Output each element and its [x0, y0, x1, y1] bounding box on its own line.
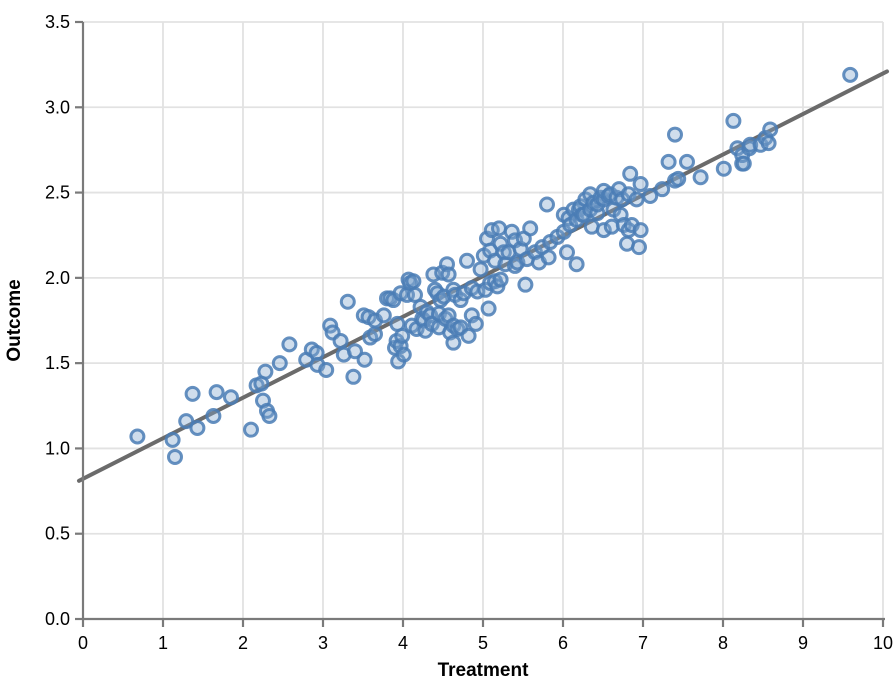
x-axis-label: Treatment [438, 660, 529, 681]
x-tick-label: 10 [873, 633, 893, 653]
y-tick-label: 0.0 [45, 609, 70, 629]
y-tick-label: 3.0 [45, 97, 70, 117]
x-tick-label: 4 [398, 633, 408, 653]
tick-labels: 0 1 2 3 4 5 6 7 8 9 10 0.0 0.5 1.0 1.5 2.0 2.5 3.0 3.5 [45, 12, 893, 653]
x-tick-label: 0 [78, 633, 88, 653]
x-tick-label: 6 [558, 633, 568, 653]
data-points [129, 66, 859, 465]
tick-marks [75, 20, 885, 627]
x-tick-label: 3 [318, 633, 328, 653]
y-tick-label: 3.5 [45, 12, 70, 32]
y-tick-label: 0.5 [45, 524, 70, 544]
y-tick-label: 1.5 [45, 353, 70, 373]
x-tick-label: 8 [718, 633, 728, 653]
y-tick-label: 1.0 [45, 438, 70, 458]
x-tick-label: 2 [238, 633, 248, 653]
x-tick-label: 9 [798, 633, 808, 653]
y-tick-label: 2.0 [45, 268, 70, 288]
x-tick-label: 5 [478, 633, 488, 653]
x-tick-label: 7 [638, 633, 648, 653]
y-axis-label: Outcome [4, 279, 25, 361]
y-tick-label: 2.5 [45, 183, 70, 203]
x-tick-label: 1 [158, 633, 168, 653]
